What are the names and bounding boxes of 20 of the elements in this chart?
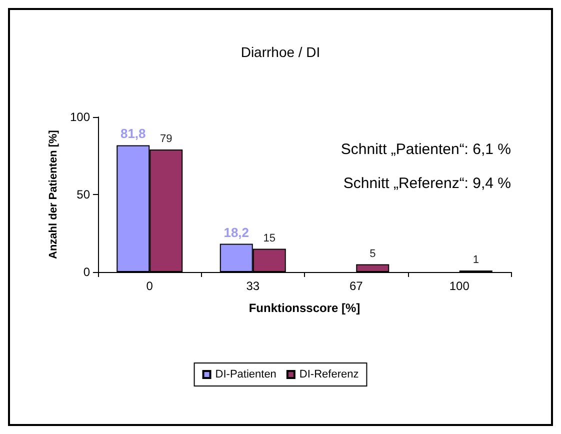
x-axis-title: Funktionsscore [%] (248, 301, 360, 315)
legend-label: DI-Patienten (215, 368, 276, 380)
x-tick-label: 67 (349, 279, 364, 293)
y-tick-label: 50 (76, 188, 90, 202)
x-tick-label: 33 (246, 279, 260, 293)
y-tick-label: 100 (70, 110, 90, 124)
data-label: 15 (263, 232, 276, 244)
annotation: Schnitt „Patienten“: 6,1 % (340, 141, 512, 158)
data-label: 79 (160, 133, 172, 146)
data-label: 5 (370, 248, 376, 260)
chart-title: Diarrhoe / DI (240, 44, 320, 60)
y-axis-title: Anzahl der Patienten [%] (48, 130, 60, 259)
annotation: Schnitt „Referenz“: 9,4 % (343, 175, 512, 192)
x-tick-label: 0 (146, 279, 154, 293)
data-label: 1 (472, 254, 479, 266)
data-label: 81,8 (120, 126, 146, 142)
legend-label: DI-Referenz (299, 368, 359, 380)
data-label: 18,2 (224, 224, 250, 240)
x-tick-label: 100 (449, 279, 470, 293)
y-tick-label: 0 (83, 265, 90, 279)
